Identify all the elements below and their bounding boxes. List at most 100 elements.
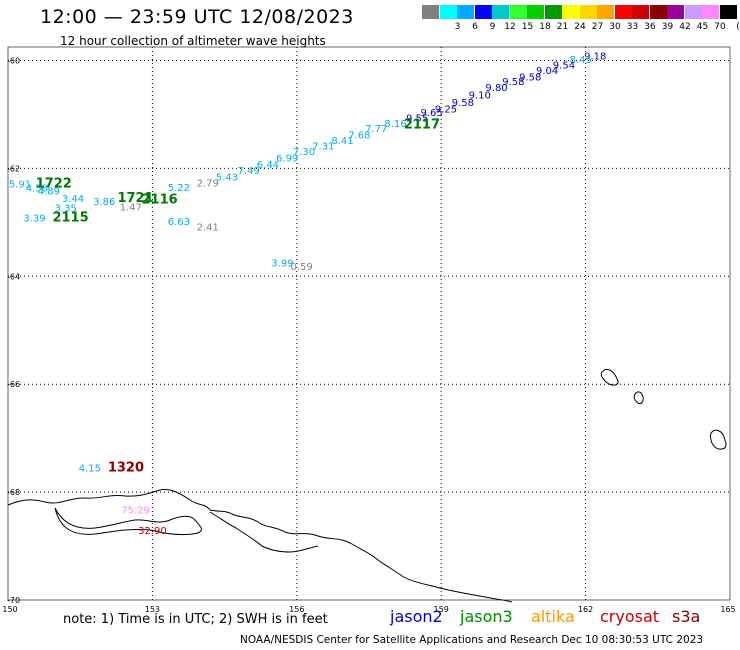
wave-height-value: 9.80 xyxy=(485,83,507,94)
wave-height-value: 8.41 xyxy=(331,136,353,147)
satellite-s3a: s3a xyxy=(672,607,701,626)
wave-height-value: 9.58 xyxy=(502,77,524,88)
scale-tick-label: 70 xyxy=(714,22,726,32)
pass-time-label: 1722 xyxy=(36,176,72,191)
footnote: note: 1) Time is in UTC; 2) SWH is in fe… xyxy=(63,612,328,627)
wave-height-value: 9.55 xyxy=(406,113,428,124)
longitude-tick-label: 162 xyxy=(578,605,593,614)
wave-height-value: 6.63 xyxy=(168,217,190,228)
wave-height-value: 0.59 xyxy=(290,262,312,273)
scale-unit-label: (ft) xyxy=(736,22,740,32)
wave-height-value: 9.10 xyxy=(469,90,491,101)
wave-height-value: 1.47 xyxy=(120,202,142,213)
wave-height-value: 75.29 xyxy=(121,506,150,517)
scale-tick-label: 45 xyxy=(696,22,709,32)
scale-swatch xyxy=(457,5,474,19)
wave-height-value: 9.54 xyxy=(553,61,575,72)
wave-height-value: 9.58 xyxy=(519,72,541,83)
satellite-altika: altika xyxy=(531,607,575,626)
wave-height-value: 6.99 xyxy=(276,153,298,164)
wave-height-value: 9.65 xyxy=(420,108,442,119)
longitude-tick-label: 150 xyxy=(2,605,17,614)
longitude-tick-label: 159 xyxy=(434,605,449,614)
wave-height-value: 3.44 xyxy=(62,194,84,205)
source-credit: NOAA/NESDIS Center for Satellite Applica… xyxy=(240,634,704,646)
coastline xyxy=(7,368,727,603)
scale-tick-label: 36 xyxy=(644,22,656,32)
scale-tick-label: 39 xyxy=(661,22,674,32)
map-subtitle: 12 hour collection of altimeter wave hei… xyxy=(60,34,326,48)
lat-lon-grid: 150 153 156 159 162 165 -60 -62 -64 -66 -68 -70 xyxy=(2,46,736,614)
wave-height-value: 4.89 xyxy=(38,186,60,197)
scale-swatch xyxy=(509,5,527,19)
map-frame xyxy=(7,46,731,601)
scale-tick-label: 6 xyxy=(472,22,478,32)
wave-height-value: 9.58 xyxy=(452,98,474,109)
scale-swatch xyxy=(614,5,632,19)
scale-tick-label: 30 xyxy=(609,22,621,32)
scale-swatch xyxy=(474,5,492,19)
wave-height-value: 7.68 xyxy=(348,131,370,142)
wave-height-value: 7.31 xyxy=(312,142,334,153)
latitude-tick-label: -64 xyxy=(7,272,20,281)
longitude-tick-label: 153 xyxy=(145,605,160,614)
satellite-cryosat: cryosat xyxy=(600,607,660,626)
scale-swatch xyxy=(719,5,737,19)
antarctic-coastline xyxy=(7,489,513,603)
scale-tick-label: 18 xyxy=(539,22,551,32)
scale-swatch xyxy=(527,5,544,19)
scale-tick-label: 27 xyxy=(591,22,604,32)
scale-swatch xyxy=(439,5,457,19)
pass-time-label: 1320 xyxy=(108,461,144,476)
scale-swatch xyxy=(632,5,649,19)
map-title: 12:00 — 23:59 UTC 12/08/2023 xyxy=(40,6,354,28)
scale-swatch xyxy=(562,5,579,19)
latitude-tick-label: -70 xyxy=(7,596,20,605)
longitude-tick-label: 165 xyxy=(720,605,735,614)
scale-tick-label: 21 xyxy=(556,22,569,32)
scale-swatch xyxy=(667,5,684,19)
scale-swatch xyxy=(649,5,667,19)
shelf-ridge xyxy=(209,511,319,553)
latitude-tick-label: -62 xyxy=(7,164,20,173)
scale-tick-label: 42 xyxy=(679,22,691,32)
island-3 xyxy=(709,429,727,450)
latitude-tick-label: -60 xyxy=(7,56,20,65)
scale-tick-label: 9 xyxy=(489,22,496,32)
scale-swatch xyxy=(492,5,509,19)
pass-time-label: 2116 xyxy=(142,192,178,207)
scale-swatch xyxy=(684,5,702,19)
island-2 xyxy=(633,391,644,405)
wave-height-value: 7.30 xyxy=(293,147,315,158)
satellite-jason2: jason2 xyxy=(390,607,443,626)
scale-tick-label: 24 xyxy=(574,22,586,32)
wave-height-value: 3.35 xyxy=(55,204,77,215)
wave-height-value: 9.18 xyxy=(584,51,606,62)
wave-height-labels: 9.188.459.549.049.589.589.809.109.589.25… xyxy=(9,51,606,537)
island-1 xyxy=(600,368,619,386)
wave-height-value: 3.86 xyxy=(93,197,115,208)
wave-height-value: 5.43 xyxy=(216,172,238,183)
scale-swatch xyxy=(579,5,597,19)
scale-swatch xyxy=(544,5,562,19)
wave-height-value: 32.90 xyxy=(138,526,167,537)
scale-swatch xyxy=(422,5,439,19)
ice-shelf-outline xyxy=(54,507,202,536)
wave-height-value: 4.58 xyxy=(26,184,48,195)
scale-tick-label: 3 xyxy=(454,22,461,32)
wave-height-value: 2.79 xyxy=(197,179,219,190)
scale-tick-label: 15 xyxy=(521,22,534,32)
wave-height-value: 4.15 xyxy=(79,464,101,475)
pass-time-label: 1721 xyxy=(117,191,153,206)
wave-height-value: 5.91 xyxy=(9,179,31,190)
pass-time-label: 2115 xyxy=(52,210,88,225)
scale-tick-label: 33 xyxy=(626,22,639,32)
scale-swatch xyxy=(597,5,614,19)
wave-height-value: 3.99 xyxy=(271,259,293,270)
latitude-tick-label: -66 xyxy=(7,380,20,389)
scale-swatch xyxy=(702,5,719,19)
wave-height-value: 7.77 xyxy=(365,124,387,135)
wave-height-value: 7.49 xyxy=(238,166,260,177)
wave-height-value: 3.39 xyxy=(23,213,45,224)
